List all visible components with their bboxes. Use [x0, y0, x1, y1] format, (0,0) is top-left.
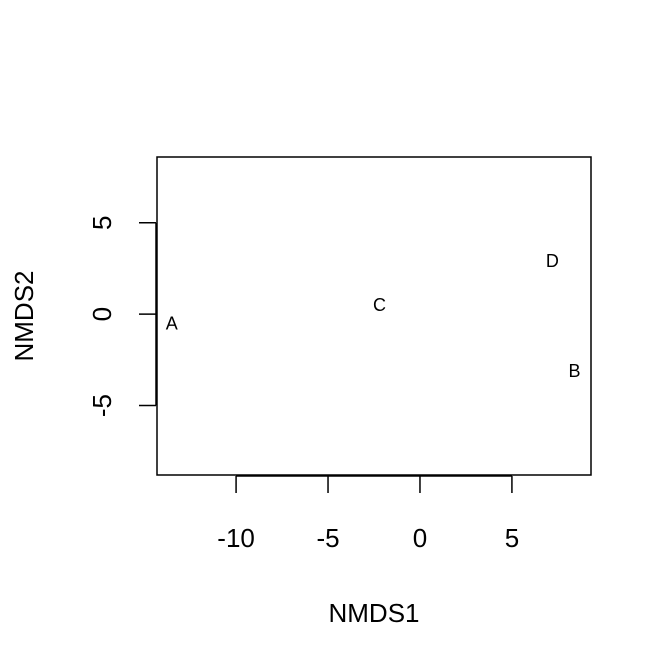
x-tick-label: -5 — [316, 523, 339, 553]
y-axis: -5 0 5 — [87, 216, 157, 417]
plot-frame — [156, 156, 592, 476]
point-label-c: C — [373, 295, 386, 315]
y-tick-label: -5 — [87, 394, 117, 417]
x-axis-title: NMDS1 — [328, 598, 419, 628]
y-tick-label: 5 — [87, 216, 117, 230]
x-tick-label: -10 — [217, 523, 255, 553]
point-label-d: D — [546, 251, 559, 271]
y-tick-label: 0 — [87, 307, 117, 321]
x-axis: -10 -5 0 5 — [217, 475, 519, 553]
point-labels: A B C D — [166, 251, 581, 381]
x-tick-label: 0 — [413, 523, 427, 553]
point-label-a: A — [166, 313, 178, 333]
y-axis-title: NMDS2 — [9, 270, 39, 361]
x-tick-label: 5 — [505, 523, 519, 553]
point-label-b: B — [568, 361, 580, 381]
